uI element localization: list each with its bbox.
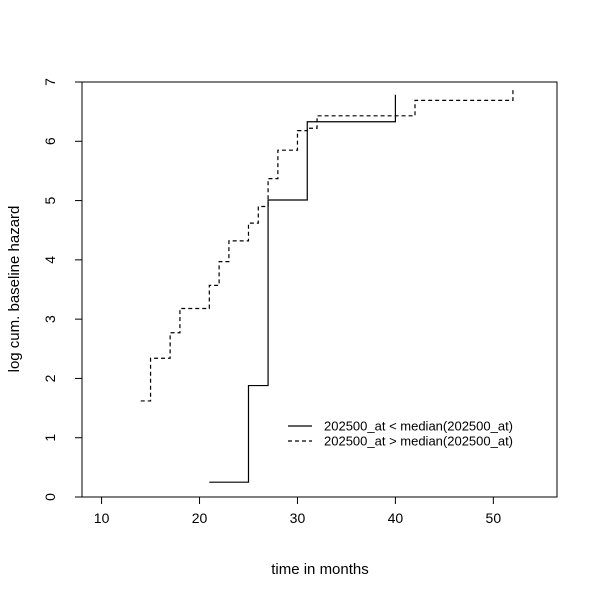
x-tick-label: 40 (388, 510, 404, 526)
y-tick-label: 1 (42, 434, 58, 442)
legend-label-2: 202500_at > median(202500_at) (324, 434, 513, 449)
series-line-1 (209, 94, 396, 483)
x-tick-label: 10 (94, 510, 110, 526)
series-layer (140, 89, 514, 483)
y-tick-label: 5 (42, 196, 58, 204)
y-tick-label: 4 (42, 256, 58, 264)
y-tick-label: 7 (42, 78, 58, 86)
legend-label-1: 202500_at < median(202500_at) (324, 419, 513, 434)
y-tick-label: 3 (42, 315, 58, 323)
x-tick-label: 30 (290, 510, 306, 526)
y-tick-label: 2 (42, 374, 58, 382)
legend: 202500_at < median(202500_at)202500_at >… (288, 419, 513, 449)
x-axis-label: time in months (271, 561, 369, 578)
x-tick-label: 50 (486, 510, 502, 526)
y-tick-label: 6 (42, 137, 58, 145)
plot-frame (81, 81, 558, 498)
y-axis: 0 1 2 3 4 5 6 7 (42, 78, 82, 501)
series-line-2 (140, 89, 514, 402)
y-axis-label: log cum. baseline hazard (6, 206, 23, 373)
x-axis: 10 20 30 40 50 (94, 497, 502, 526)
x-tick-label: 20 (192, 510, 208, 526)
y-tick-label: 0 (42, 493, 58, 501)
